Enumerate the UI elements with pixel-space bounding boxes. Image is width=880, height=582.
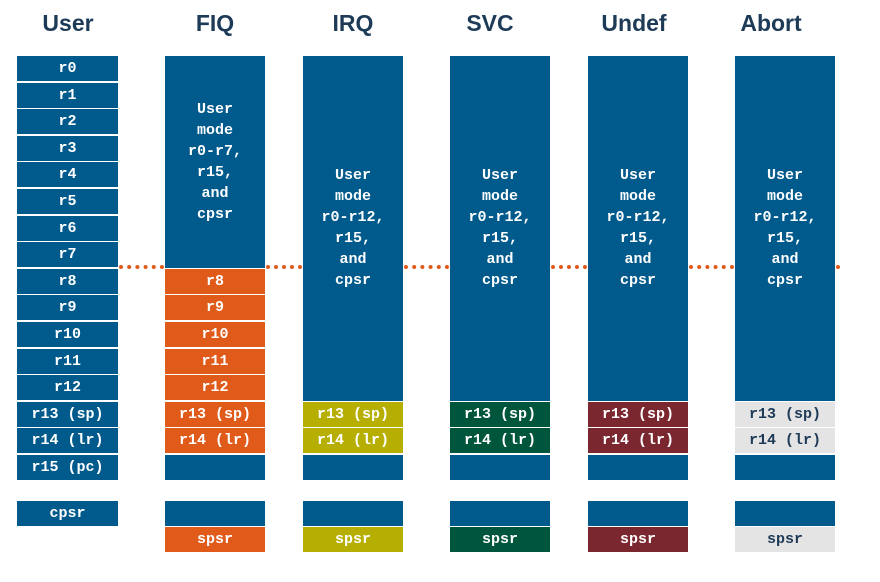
fiq-banked-r14-lr: r14 (lr) xyxy=(164,427,266,455)
header-undef: Undef xyxy=(601,10,667,36)
register-r14-lr: r14 (lr) xyxy=(16,427,119,455)
fiq-shared-label: User mode r0-r7, r15, and cpsr xyxy=(187,101,242,223)
irq-spsr: spsr xyxy=(302,526,404,553)
register-r1: r1 xyxy=(16,81,119,109)
register-r9: r9 xyxy=(16,294,119,322)
user-cpsr: cpsr xyxy=(16,500,119,527)
banking-boundary-line xyxy=(689,265,734,269)
abort-r15-slot xyxy=(734,454,836,481)
irq-shared-bank xyxy=(302,55,404,402)
svc-register-column: User mode r0-r12, r15, and cpsr r13 (sp)… xyxy=(449,55,551,485)
svc-r15-slot xyxy=(449,454,551,481)
fiq-banked-r8: r8 xyxy=(164,267,266,295)
abort-shared-bank xyxy=(734,55,836,402)
register-r11: r11 xyxy=(16,347,119,375)
register-r2: r2 xyxy=(16,108,119,136)
undef-shared-label: User mode r0-r12, r15, and cpsr xyxy=(606,167,670,289)
abort-register-column: User mode r0-r12, r15, and cpsr r13 (sp)… xyxy=(734,55,836,485)
register-r0: r0 xyxy=(16,55,119,82)
svc-banked-r13-sp: r13 (sp) xyxy=(449,400,551,428)
fiq-cpsr-slot xyxy=(164,500,266,527)
fiq-banked-r11: r11 xyxy=(164,347,266,375)
svc-spsr: spsr xyxy=(449,526,551,553)
abort-cpsr-slot xyxy=(734,500,836,527)
irq-shared-label: User mode r0-r12, r15, and cpsr xyxy=(321,167,385,289)
register-r13-sp: r13 (sp) xyxy=(16,400,119,428)
header-irq: IRQ xyxy=(332,10,374,36)
header-svc: SVC xyxy=(466,10,514,36)
undef-cpsr-slot xyxy=(587,500,689,527)
banking-boundary-line xyxy=(551,265,587,269)
fiq-banked-r10: r10 xyxy=(164,321,266,348)
header-fiq: FIQ xyxy=(195,10,235,36)
header-user: User xyxy=(42,10,94,36)
banking-boundary-line xyxy=(404,265,449,269)
fiq-r15-slot xyxy=(164,454,266,481)
register-r5: r5 xyxy=(16,188,119,215)
register-r3: r3 xyxy=(16,134,119,162)
irq-r15-slot xyxy=(302,454,404,481)
header-abort: Abort xyxy=(740,10,802,36)
fiq-register-column: User mode r0-r7, r15, and cpsr r8 r9 r10… xyxy=(164,55,266,485)
register-r7: r7 xyxy=(16,241,119,269)
undef-banked-r14-lr: r14 (lr) xyxy=(587,427,689,455)
banking-boundary-line xyxy=(836,265,842,269)
undef-r15-slot xyxy=(587,454,689,481)
fiq-banked-r9: r9 xyxy=(164,294,266,322)
undef-spsr: spsr xyxy=(587,526,689,553)
abort-banked-r14-lr: r14 (lr) xyxy=(734,427,836,455)
banking-boundary-line xyxy=(119,265,164,269)
register-r10: r10 xyxy=(16,321,119,348)
banking-boundary-line xyxy=(266,265,302,269)
irq-banked-r13-sp: r13 (sp) xyxy=(302,400,404,428)
svc-shared-label: User mode r0-r12, r15, and cpsr xyxy=(468,167,532,289)
irq-banked-r14-lr: r14 (lr) xyxy=(302,427,404,455)
irq-cpsr-slot xyxy=(302,500,404,527)
irq-register-column: User mode r0-r12, r15, and cpsr r13 (sp)… xyxy=(302,55,404,485)
register-r15-pc: r15 (pc) xyxy=(16,454,119,481)
register-r12: r12 xyxy=(16,374,119,402)
abort-banked-r13-sp: r13 (sp) xyxy=(734,400,836,428)
register-r6: r6 xyxy=(16,214,119,242)
undef-register-column: User mode r0-r12, r15, and cpsr r13 (sp)… xyxy=(587,55,689,485)
register-r8: r8 xyxy=(16,267,119,295)
undef-shared-bank xyxy=(587,55,689,402)
svc-cpsr-slot xyxy=(449,500,551,527)
fiq-shared-bank xyxy=(164,55,266,269)
fiq-banked-r12: r12 xyxy=(164,374,266,402)
abort-spsr: spsr xyxy=(734,526,836,553)
fiq-banked-r13-sp: r13 (sp) xyxy=(164,400,266,428)
register-r4: r4 xyxy=(16,161,119,189)
fiq-spsr: spsr xyxy=(164,526,266,553)
abort-shared-label: User mode r0-r12, r15, and cpsr xyxy=(753,167,817,289)
undef-banked-r13-sp: r13 (sp) xyxy=(587,400,689,428)
user-register-column: r0 r1 r2 r3 r4 r5 r6 r7 r8 r9 r10 r11 r1… xyxy=(16,55,119,485)
svc-banked-r14-lr: r14 (lr) xyxy=(449,427,551,455)
